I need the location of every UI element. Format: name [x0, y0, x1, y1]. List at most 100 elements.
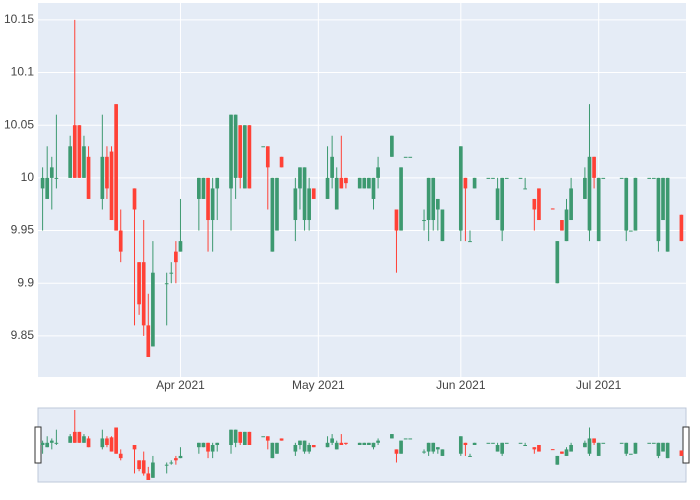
candle-body: [242, 125, 247, 189]
slider-candle-body: [279, 438, 284, 441]
slider-candle-body: [468, 455, 472, 457]
candle-body: [408, 156, 413, 158]
slider-candle-body: [426, 442, 431, 452]
candle-body: [665, 177, 670, 252]
candle-body: [49, 167, 54, 178]
slider-candle-body: [302, 440, 307, 452]
candle-body: [307, 188, 311, 221]
candle-body: [174, 251, 178, 263]
slider-candle-body: [629, 453, 633, 455]
candle-body: [629, 230, 633, 232]
slider-candle-body: [311, 445, 316, 448]
slider-candle-body: [146, 473, 151, 480]
candle-body: [486, 177, 491, 179]
candle-body: [362, 177, 367, 189]
slider-candle-body: [403, 438, 408, 440]
candle-body: [261, 146, 266, 148]
candle-body: [624, 177, 629, 231]
candle-body: [463, 177, 468, 189]
candle-body: [619, 177, 624, 179]
slider-candle-body: [261, 436, 266, 438]
slider-candle-body: [54, 442, 59, 444]
candle-body: [633, 177, 638, 231]
candle-body: [523, 188, 527, 190]
slider-candle-body: [408, 438, 413, 440]
y-tick-label: 9.95: [11, 223, 35, 237]
slider-candle-body: [376, 440, 380, 443]
candle-body: [371, 177, 376, 199]
candle-body: [390, 135, 394, 157]
candle-body: [560, 220, 564, 231]
slider-candle-body: [357, 442, 362, 445]
slider-candle-body: [596, 442, 601, 456]
candle-body: [114, 104, 118, 231]
candle-body: [399, 167, 403, 231]
slider-candle-body: [431, 442, 436, 452]
candle-body: [233, 114, 238, 178]
candle-body: [550, 208, 555, 210]
slider-candle-body: [495, 445, 500, 452]
slider-candle-body: [72, 431, 77, 443]
slider-candle-body: [651, 442, 656, 444]
slider-candle-body: [298, 440, 302, 445]
slider-candle-body: [210, 445, 215, 452]
slider-candle-body: [587, 438, 592, 454]
candle-body: [422, 220, 426, 222]
candle-body: [247, 125, 252, 189]
slider-candle-body: [132, 445, 137, 450]
candle-body: [270, 177, 275, 252]
slider-candle-body: [399, 440, 403, 454]
y-tick-label: 10.1: [11, 65, 35, 79]
candle-body: [298, 167, 302, 189]
slider-candle-body: [569, 445, 573, 452]
candle-body: [86, 156, 91, 199]
candle-body: [141, 262, 146, 326]
slider-candle-body: [265, 436, 270, 441]
candle-body: [491, 177, 495, 179]
candle-body: [265, 146, 270, 168]
candle-body: [146, 325, 151, 357]
slider-candle-body: [270, 442, 275, 459]
slider-candle-body: [422, 451, 426, 453]
x-tick-label: May 2021: [292, 378, 345, 392]
slider-candle-body: [293, 445, 298, 452]
slider-handle-right[interactable]: [682, 426, 690, 464]
slider-candle-body: [550, 449, 555, 451]
candle-body: [169, 272, 174, 274]
candle-body: [311, 188, 316, 199]
candle-body: [151, 272, 155, 347]
slider-candle-body: [40, 442, 45, 445]
candle-body: [440, 209, 445, 242]
slider-candle-body: [86, 438, 91, 448]
slider-handle-left[interactable]: [34, 426, 42, 464]
slider-candle-body: [238, 431, 243, 443]
candle-body: [426, 177, 431, 221]
slider-candle-body: [247, 431, 252, 445]
y-tick-label: 10: [21, 170, 35, 184]
slider-candle-body: [164, 464, 169, 466]
candle-body: [325, 177, 330, 199]
candle-body: [651, 177, 656, 179]
slider-candle-body: [233, 429, 238, 443]
candle-body: [100, 156, 105, 199]
candle-body: [537, 188, 541, 221]
slider-candle-body: [619, 442, 624, 444]
slider-candle-body: [201, 442, 206, 448]
slider-candle-body: [440, 449, 445, 456]
slider-candle-body: [114, 427, 118, 454]
candle-body: [468, 241, 472, 243]
slider-candle-body: [339, 442, 344, 445]
y-tick-label: 9.85: [11, 328, 35, 342]
range-slider[interactable]: [37, 407, 687, 483]
slider-candle-body: [555, 455, 560, 465]
slider-candle-body: [500, 442, 505, 454]
candle-body: [334, 177, 339, 210]
candle-body: [164, 283, 169, 285]
candle-body: [394, 209, 399, 231]
slider-candle-body: [564, 449, 569, 456]
candle-body: [40, 177, 45, 189]
slider-candle-body: [633, 442, 638, 454]
slider-candle-body: [100, 438, 105, 448]
candle-body: [279, 156, 284, 168]
